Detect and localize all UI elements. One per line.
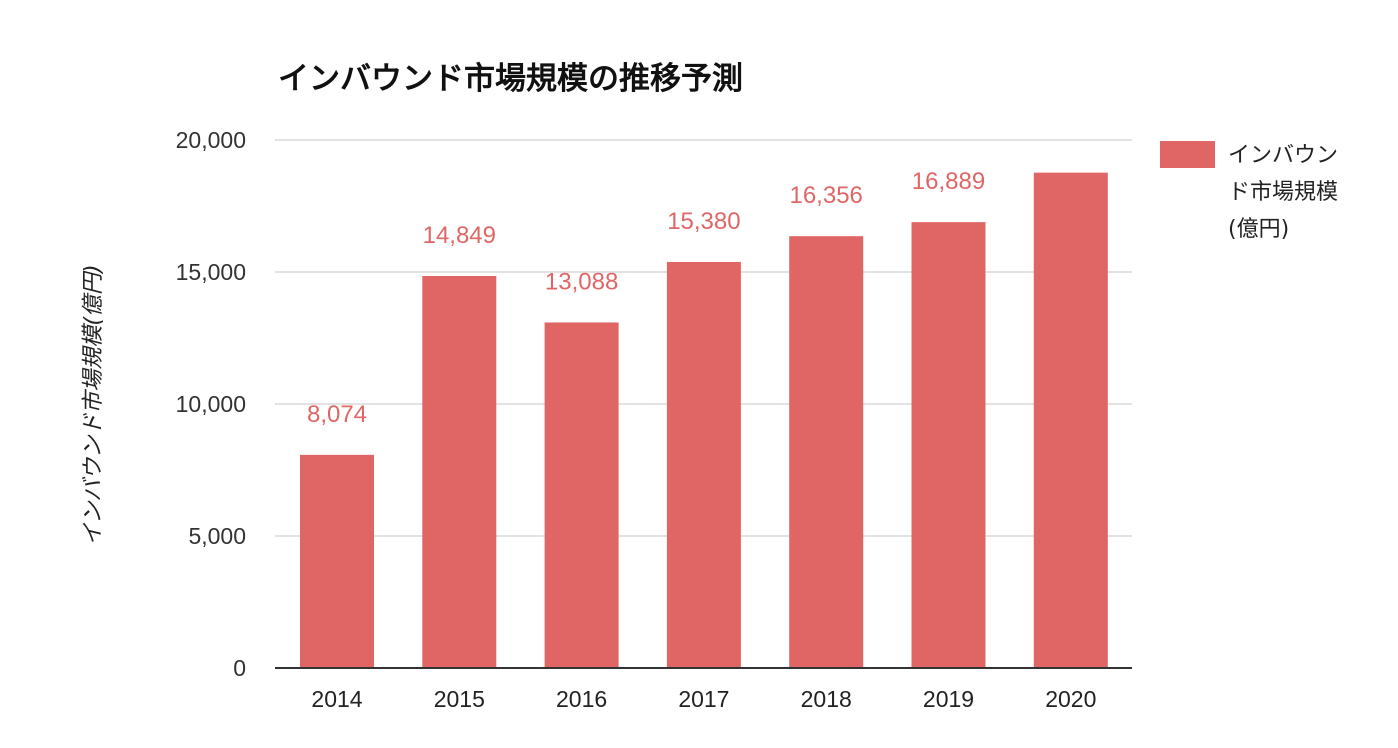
x-tick-label: 2014 <box>311 686 362 712</box>
data-labels: 8,074 14,849 13,088 15,380 16,356 16,889 18,76… <box>307 168 1108 428</box>
y-axis-ticks: 0 5,000 10,000 15,000 20,000 <box>176 127 246 681</box>
x-tick-label: 2015 <box>434 686 485 712</box>
bar-2016 <box>544 322 619 668</box>
bar-2014 <box>300 454 374 668</box>
data-label-2016: 13,088 <box>545 268 618 295</box>
bars <box>300 172 1108 668</box>
x-tick-label: 2020 <box>1045 686 1096 712</box>
y-tick-label: 0 <box>233 655 246 681</box>
y-axis-title: インバウンド市場規模(億円) <box>81 264 106 545</box>
legend-label-line-3: (億円) <box>1228 217 1289 242</box>
data-label-2017: 15,380 <box>667 208 740 235</box>
y-tick-label: 15,000 <box>176 259 246 285</box>
y-tick-label: 20,000 <box>176 127 246 153</box>
y-tick-label: 5,000 <box>188 523 246 549</box>
legend-swatch <box>1160 141 1215 168</box>
x-axis-ticks: 2014 2015 2016 2017 2018 2019 2020 <box>311 686 1096 712</box>
legend: インバウン ド市場規模 (億円) <box>1160 141 1338 242</box>
legend-label-line-2: ド市場規模 <box>1228 180 1338 205</box>
x-tick-label: 2016 <box>556 686 607 712</box>
bar-2019 <box>911 222 986 668</box>
y-tick-label: 10,000 <box>176 391 246 417</box>
data-label-2014: 8,074 <box>307 401 367 428</box>
chart-title: インバウンド市場規模の推移予測 <box>278 61 743 97</box>
x-tick-label: 2019 <box>923 686 974 712</box>
bar-2017 <box>666 261 741 668</box>
data-label-2015: 14,849 <box>423 222 496 249</box>
bar-2018 <box>789 236 864 668</box>
data-label-2020: 18,764 <box>1034 202 1107 229</box>
legend-label-line-1: インバウン <box>1228 143 1338 168</box>
bar-2015 <box>422 275 497 668</box>
x-tick-label: 2018 <box>801 686 852 712</box>
data-label-2018: 16,356 <box>789 182 862 209</box>
data-label-2019: 16,889 <box>912 168 985 195</box>
bar-2020 <box>1033 172 1108 668</box>
x-tick-label: 2017 <box>678 686 729 712</box>
